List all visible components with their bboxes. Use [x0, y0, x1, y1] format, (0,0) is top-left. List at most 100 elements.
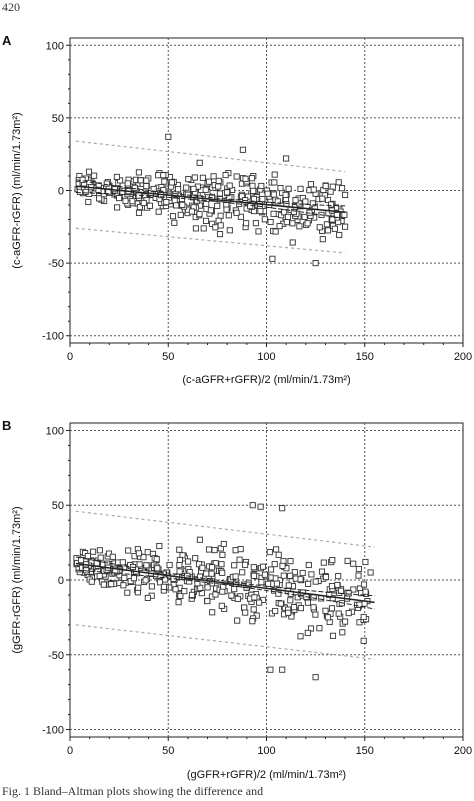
data-point: [328, 583, 336, 590]
data-point: [212, 560, 219, 567]
data-point: [241, 604, 248, 611]
data-point: [287, 558, 294, 565]
x-tick-label: 150: [356, 745, 374, 757]
data-point: [324, 196, 332, 204]
data-point: [339, 185, 346, 192]
data-point: [276, 223, 283, 230]
y-tick-label: 100: [46, 425, 64, 437]
chart-panel-a: A 0 50 100 150 200 100 50 0 -50 -100 (c-aGFR+rGFR)/…: [2, 33, 472, 386]
data-point: [214, 202, 221, 209]
y-tick-label: -50: [48, 258, 64, 270]
data-point: [322, 607, 329, 614]
data-point: [176, 546, 183, 553]
data-point: [297, 576, 304, 583]
data-point: [190, 185, 197, 192]
data-point: [329, 183, 336, 190]
data-point: [322, 182, 329, 190]
data-point: [259, 195, 266, 203]
data-point: [228, 592, 235, 599]
data-point: [219, 569, 226, 576]
data-point: [202, 186, 209, 193]
data-point: [237, 546, 244, 553]
data-point: [154, 565, 161, 572]
data-point: [320, 559, 327, 566]
x-tick-label: 100: [257, 351, 275, 363]
data-point: [79, 176, 86, 183]
data-point: [274, 198, 281, 205]
data-point: [160, 583, 168, 590]
data-point: [203, 570, 210, 577]
data-point: [250, 572, 258, 579]
x-axis-label: (gGFR+rGFR)/2 (ml/min/1.73m²): [187, 769, 346, 781]
data-point: [291, 569, 298, 576]
data-point: [302, 198, 309, 205]
data-point: [237, 213, 244, 220]
data-point: [285, 185, 292, 192]
data-point: [362, 588, 369, 595]
x-axis-label: (c-aGFR+rGFR)/2 (ml/min/1.73m²): [182, 374, 350, 386]
data-point: [350, 560, 357, 567]
data-point: [356, 601, 363, 608]
data-point: [277, 600, 284, 607]
data-point: [223, 206, 230, 213]
y-axis-label: (gGFR-rGFR) (ml/min/1.73m²): [11, 506, 23, 653]
data-point: [310, 186, 317, 193]
data-point: [344, 557, 351, 564]
data-point: [156, 542, 163, 550]
data-point: [181, 588, 188, 595]
data-point: [287, 572, 294, 579]
data-point: [242, 609, 249, 616]
data-point: [297, 605, 304, 612]
data-point: [219, 588, 226, 595]
data-point: [196, 159, 203, 166]
data-point: [238, 193, 246, 200]
data-point: [280, 572, 287, 579]
data-point: [218, 561, 225, 568]
data-point: [95, 186, 102, 193]
data-point: [207, 207, 214, 214]
data-point: [329, 557, 336, 564]
data-point: [339, 629, 346, 636]
data-point: [273, 580, 280, 587]
data-point: [226, 182, 233, 189]
data-point: [318, 595, 325, 602]
data-point: [234, 595, 241, 602]
data-point: [310, 594, 317, 601]
data-point: [283, 219, 290, 226]
data-point: [209, 609, 216, 616]
data-point: [173, 202, 180, 209]
y-axis-label: (c-aGFR-rGFR) (ml/min/1.73m²): [11, 112, 23, 268]
data-point: [155, 208, 162, 215]
data-point: [360, 613, 367, 621]
data-point: [135, 209, 143, 216]
y-tick-label: -100: [42, 725, 64, 737]
data-point: [196, 536, 203, 543]
x-tick-label: 0: [67, 351, 73, 363]
data-point: [192, 555, 199, 562]
data-point: [307, 181, 314, 188]
data-point: [117, 177, 124, 184]
data-point: [231, 586, 238, 593]
data-point: [297, 185, 304, 192]
data-point: [78, 557, 85, 564]
data-point: [362, 558, 369, 566]
data-point: [249, 182, 256, 189]
y-tick-label: 50: [52, 500, 64, 512]
data-point: [285, 582, 292, 589]
data-point: [345, 590, 352, 597]
y-tick-label: -50: [48, 650, 64, 662]
data-point: [261, 571, 268, 578]
data-point: [219, 551, 226, 558]
data-point: [119, 559, 126, 566]
data-point: [308, 571, 315, 578]
data-point: [88, 578, 95, 585]
data-point: [140, 199, 147, 207]
data-point: [125, 547, 132, 554]
data-point: [255, 228, 262, 235]
data-point: [335, 610, 342, 617]
data-point: [271, 561, 278, 568]
data-point: [121, 574, 128, 581]
panel-label: A: [2, 33, 12, 48]
data-point: [258, 182, 265, 190]
data-point: [91, 172, 98, 179]
